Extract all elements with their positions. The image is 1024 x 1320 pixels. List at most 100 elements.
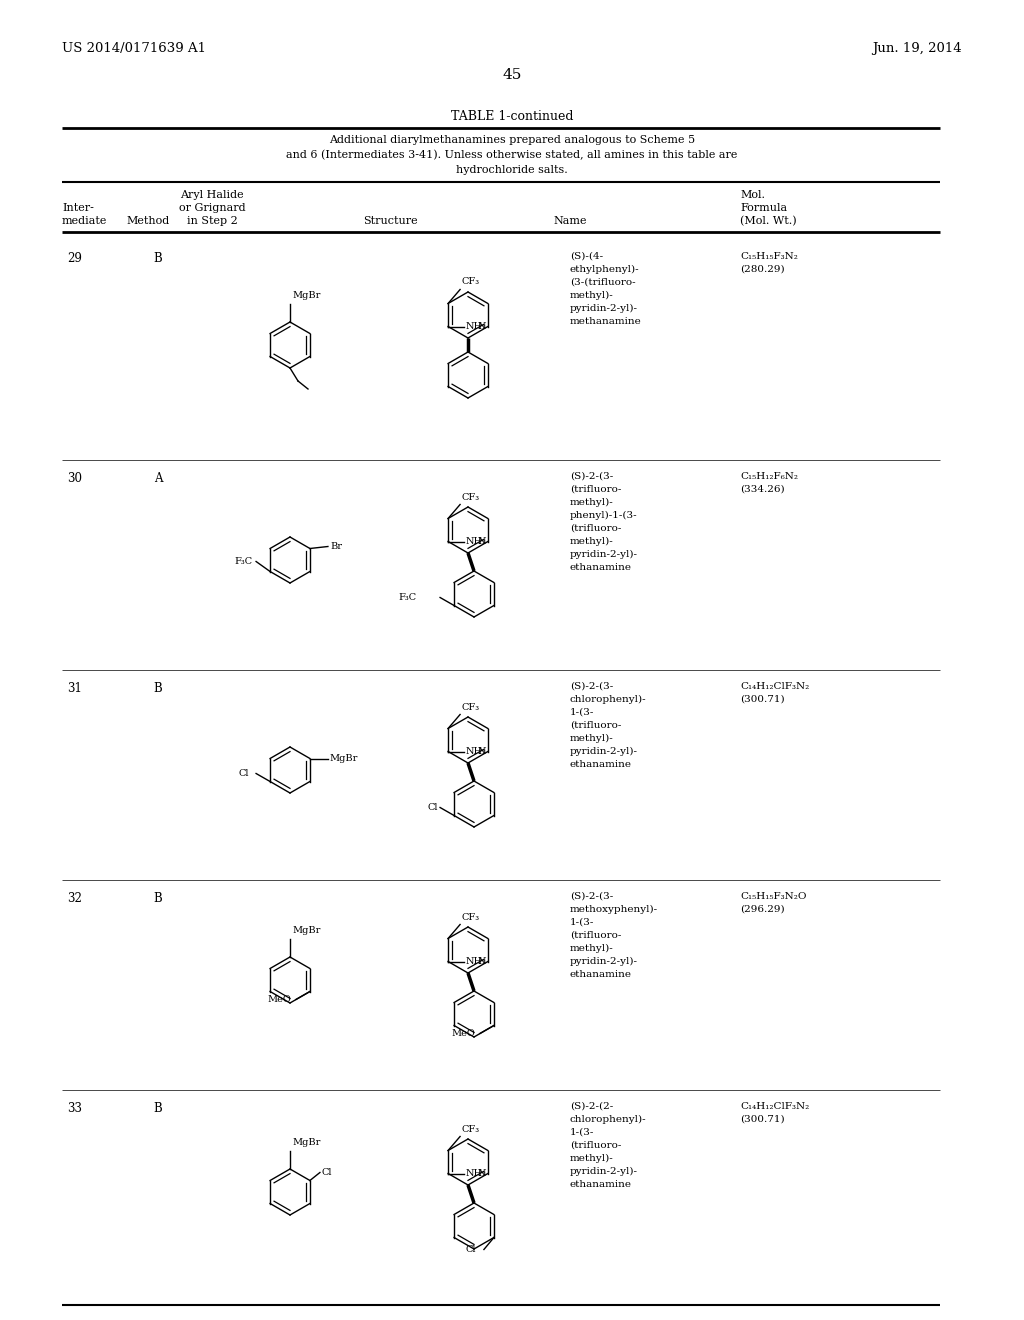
Text: pyridin-2-yl)-: pyridin-2-yl)- xyxy=(570,747,638,756)
Text: Additional diarylmethanamines prepared analogous to Scheme 5: Additional diarylmethanamines prepared a… xyxy=(329,135,695,145)
Text: Name: Name xyxy=(553,216,587,226)
Text: C₁₄H₁₂ClF₃N₂: C₁₄H₁₂ClF₃N₂ xyxy=(740,682,809,690)
Text: F₃C: F₃C xyxy=(398,593,416,602)
Text: N: N xyxy=(477,537,486,546)
Text: methoxyphenyl)-: methoxyphenyl)- xyxy=(570,906,658,915)
Text: methyl)-: methyl)- xyxy=(570,734,613,743)
Text: phenyl)-1-(3-: phenyl)-1-(3- xyxy=(570,511,638,520)
Text: Cl: Cl xyxy=(466,1245,476,1254)
Text: CF₃: CF₃ xyxy=(461,277,479,286)
Text: pyridin-2-yl)-: pyridin-2-yl)- xyxy=(570,304,638,313)
Text: (300.71): (300.71) xyxy=(740,696,784,704)
Text: chlorophenyl)-: chlorophenyl)- xyxy=(570,1115,646,1125)
Text: Structure: Structure xyxy=(362,216,418,226)
Text: 29: 29 xyxy=(67,252,82,265)
Text: ethanamine: ethanamine xyxy=(570,1180,632,1189)
Text: methanamine: methanamine xyxy=(570,317,642,326)
Text: pyridin-2-yl)-: pyridin-2-yl)- xyxy=(570,957,638,966)
Text: (3-(trifluoro-: (3-(trifluoro- xyxy=(570,279,636,286)
Text: mediate: mediate xyxy=(62,216,108,226)
Text: F₃C: F₃C xyxy=(234,557,252,566)
Text: or Grignard: or Grignard xyxy=(178,203,246,213)
Text: Cl: Cl xyxy=(239,770,249,777)
Text: (S)-2-(3-: (S)-2-(3- xyxy=(570,892,613,902)
Text: N: N xyxy=(477,322,486,331)
Text: 31: 31 xyxy=(67,682,82,696)
Text: CF₃: CF₃ xyxy=(461,912,479,921)
Text: (300.71): (300.71) xyxy=(740,1115,784,1125)
Text: B: B xyxy=(154,252,163,265)
Text: MeO: MeO xyxy=(452,1030,476,1038)
Text: methyl)-: methyl)- xyxy=(570,537,613,546)
Text: N: N xyxy=(477,1170,486,1177)
Text: C₁₅H₁₂F₆N₂: C₁₅H₁₂F₆N₂ xyxy=(740,473,798,480)
Text: 32: 32 xyxy=(67,892,82,906)
Text: and 6 (Intermediates 3-41). Unless otherwise stated, all amines in this table ar: and 6 (Intermediates 3-41). Unless other… xyxy=(287,150,737,160)
Text: (trifluoro-: (trifluoro- xyxy=(570,524,622,533)
Text: (296.29): (296.29) xyxy=(740,906,784,913)
Text: CF₃: CF₃ xyxy=(461,702,479,711)
Text: Br: Br xyxy=(330,543,342,550)
Text: Cl: Cl xyxy=(428,803,438,812)
Text: MgBr: MgBr xyxy=(292,1138,321,1147)
Text: methyl)-: methyl)- xyxy=(570,1154,613,1163)
Text: 1-(3-: 1-(3- xyxy=(570,1129,594,1137)
Text: Cl: Cl xyxy=(322,1168,333,1177)
Text: chlorophenyl)-: chlorophenyl)- xyxy=(570,696,646,704)
Text: NH₂: NH₂ xyxy=(465,1170,486,1177)
Text: B: B xyxy=(154,682,163,696)
Text: 1-(3-: 1-(3- xyxy=(570,917,594,927)
Text: (trifluoro-: (trifluoro- xyxy=(570,1140,622,1150)
Text: pyridin-2-yl)-: pyridin-2-yl)- xyxy=(570,550,638,560)
Text: (S)-2-(2-: (S)-2-(2- xyxy=(570,1102,613,1111)
Text: Mol.: Mol. xyxy=(740,190,765,201)
Text: C₁₅H₁₅F₃N₂: C₁₅H₁₅F₃N₂ xyxy=(740,252,798,261)
Text: N: N xyxy=(477,747,486,756)
Text: 33: 33 xyxy=(67,1102,82,1115)
Text: ethanamine: ethanamine xyxy=(570,760,632,770)
Text: NH₂: NH₂ xyxy=(465,747,486,756)
Text: (S)-2-(3-: (S)-2-(3- xyxy=(570,473,613,480)
Text: B: B xyxy=(154,1102,163,1115)
Text: methyl)-: methyl)- xyxy=(570,498,613,507)
Text: Aryl Halide: Aryl Halide xyxy=(180,190,244,201)
Text: pyridin-2-yl)-: pyridin-2-yl)- xyxy=(570,1167,638,1176)
Text: 30: 30 xyxy=(67,473,82,484)
Text: Inter-: Inter- xyxy=(62,203,94,213)
Text: CF₃: CF₃ xyxy=(461,1125,479,1134)
Text: 45: 45 xyxy=(503,69,521,82)
Text: (trifluoro-: (trifluoro- xyxy=(570,484,622,494)
Text: NH₂: NH₂ xyxy=(465,322,486,331)
Text: ethanamine: ethanamine xyxy=(570,970,632,979)
Text: MgBr: MgBr xyxy=(292,927,321,935)
Text: in Step 2: in Step 2 xyxy=(186,216,238,226)
Text: TABLE 1-continued: TABLE 1-continued xyxy=(451,110,573,123)
Text: (trifluoro-: (trifluoro- xyxy=(570,721,622,730)
Text: B: B xyxy=(154,892,163,906)
Text: methyl)-: methyl)- xyxy=(570,290,613,300)
Text: Jun. 19, 2014: Jun. 19, 2014 xyxy=(872,42,962,55)
Text: NH₂: NH₂ xyxy=(465,957,486,966)
Text: A: A xyxy=(154,473,162,484)
Text: (S)-(4-: (S)-(4- xyxy=(570,252,603,261)
Text: MgBr: MgBr xyxy=(330,754,358,763)
Text: (trifluoro-: (trifluoro- xyxy=(570,931,622,940)
Text: methyl)-: methyl)- xyxy=(570,944,613,953)
Text: (Mol. Wt.): (Mol. Wt.) xyxy=(740,216,797,226)
Text: MeO: MeO xyxy=(268,995,292,1005)
Text: CF₃: CF₃ xyxy=(461,492,479,502)
Text: MgBr: MgBr xyxy=(292,290,321,300)
Text: C₁₅H₁₅F₃N₂O: C₁₅H₁₅F₃N₂O xyxy=(740,892,807,902)
Text: 1-(3-: 1-(3- xyxy=(570,708,594,717)
Text: US 2014/0171639 A1: US 2014/0171639 A1 xyxy=(62,42,206,55)
Text: Formula: Formula xyxy=(740,203,787,213)
Text: N: N xyxy=(477,957,486,966)
Text: NH₂: NH₂ xyxy=(465,537,486,546)
Text: ethanamine: ethanamine xyxy=(570,564,632,572)
Text: (280.29): (280.29) xyxy=(740,265,784,275)
Text: (334.26): (334.26) xyxy=(740,484,784,494)
Text: Method: Method xyxy=(126,216,170,226)
Text: ethylphenyl)-: ethylphenyl)- xyxy=(570,265,640,275)
Text: C₁₄H₁₂ClF₃N₂: C₁₄H₁₂ClF₃N₂ xyxy=(740,1102,809,1111)
Text: hydrochloride salts.: hydrochloride salts. xyxy=(456,165,568,176)
